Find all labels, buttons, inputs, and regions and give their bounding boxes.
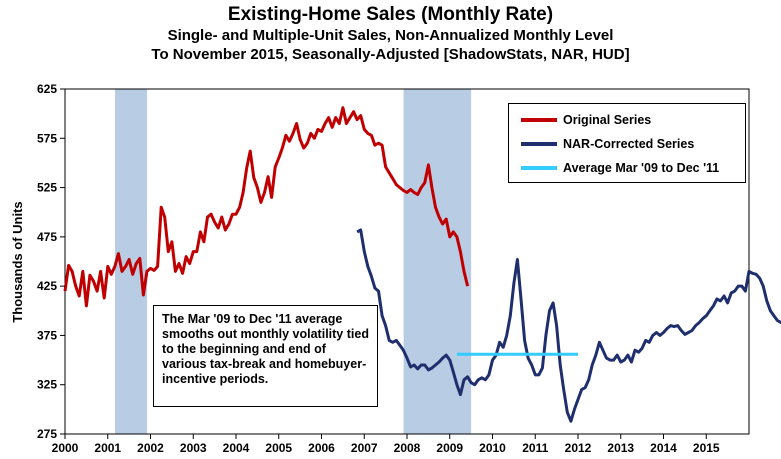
legend-item-corrected: NAR-Corrected Series	[521, 136, 694, 152]
x-tick-label: 2004	[223, 441, 250, 455]
x-tick-label: 2006	[308, 441, 335, 455]
recession-band-1	[403, 89, 472, 434]
x-tick-label: 2003	[180, 441, 207, 455]
y-axis-title: Thousands of Units	[10, 201, 25, 322]
x-tick-label: 2012	[565, 441, 592, 455]
y-tick-label: 575	[37, 131, 57, 145]
recession-bands	[115, 89, 472, 434]
chart-titles: Existing-Home Sales (Monthly Rate) Singl…	[0, 4, 781, 64]
x-tick-label: 2015	[693, 441, 720, 455]
series-line-original	[63, 106, 470, 308]
y-tick-label: 475	[37, 230, 57, 244]
x-tick-label: 2001	[94, 441, 121, 455]
legend-swatch-corrected	[521, 142, 557, 146]
x-tick-label: 2000	[52, 441, 79, 455]
y-tick-label: 325	[37, 378, 57, 392]
x-tick-label: 2013	[607, 441, 634, 455]
x-tick-label: 2014	[650, 441, 677, 455]
y-tick-label: 275	[37, 427, 57, 441]
x-tick-label: 2011	[522, 441, 548, 455]
legend-item-original: Original Series	[521, 112, 651, 128]
axes: 275 325 375 425 475 525 575 625 2000 2001 2002 2003…	[37, 82, 720, 455]
series-line-corrected	[356, 228, 781, 423]
legend-label-average: Average Mar '09 to Dec '11	[563, 161, 720, 175]
x-tick-label: 2008	[394, 441, 421, 455]
series-lines	[63, 106, 781, 423]
y-tick-label: 375	[37, 328, 57, 342]
y-tick-label: 525	[37, 181, 57, 195]
x-tick-label: 2009	[436, 441, 463, 455]
legend-item-average: Average Mar '09 to Dec '11	[521, 160, 719, 176]
y-tick-label: 625	[37, 82, 57, 96]
x-tick-label: 2002	[137, 441, 164, 455]
legend-label-original: Original Series	[563, 113, 652, 127]
y-tick-label: 425	[37, 279, 57, 293]
x-tick-label: 2010	[479, 441, 506, 455]
legend-swatch-original	[521, 118, 557, 122]
chart-subtitle-2: To November 2015, Seasonally-Adjusted [S…	[151, 46, 630, 63]
chart-subtitle-1: Single- and Multiple-Unit Sales, Non-Ann…	[167, 27, 614, 44]
x-tick-label: 2005	[265, 441, 292, 455]
legend-swatch-average	[521, 166, 557, 170]
legend: Original Series NAR-Corrected Series Ave…	[508, 103, 746, 183]
chart-title: Existing-Home Sales (Monthly Rate)	[227, 4, 554, 25]
x-tick-label: 2007	[351, 441, 378, 455]
annotation-box: The Mar '09 to Dec '11 average smooths o…	[153, 305, 378, 407]
legend-label-corrected: NAR-Corrected Series	[563, 137, 695, 151]
